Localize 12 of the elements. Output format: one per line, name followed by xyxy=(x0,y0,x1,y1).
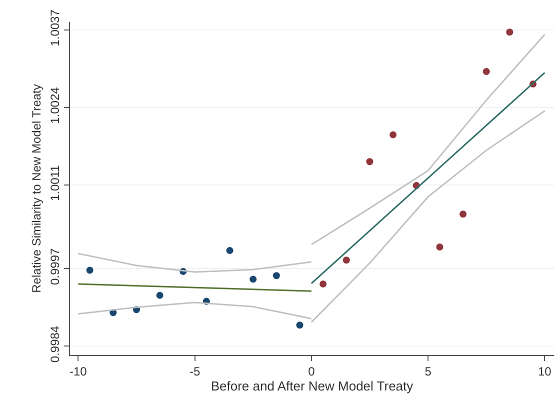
y-tick-label: 1.0024 xyxy=(48,86,62,124)
x-tick-label: -5 xyxy=(189,364,200,378)
x-tick-label: -10 xyxy=(69,364,88,378)
y-tick-label: 1.0037 xyxy=(48,9,62,46)
y-tick-label: 0.9984 xyxy=(48,326,62,363)
y-tick-label: 1.0011 xyxy=(48,164,62,202)
y-tick-label: 0.9997 xyxy=(48,248,62,286)
y-axis-title: Relative Similarity to New Model Treaty xyxy=(30,84,44,293)
x-tick-label: 0 xyxy=(308,364,316,378)
x-axis-title: Before and After New Model Treaty xyxy=(210,378,414,394)
x-tick-label: 5 xyxy=(424,364,432,378)
x-tick-label: 10 xyxy=(538,364,552,378)
